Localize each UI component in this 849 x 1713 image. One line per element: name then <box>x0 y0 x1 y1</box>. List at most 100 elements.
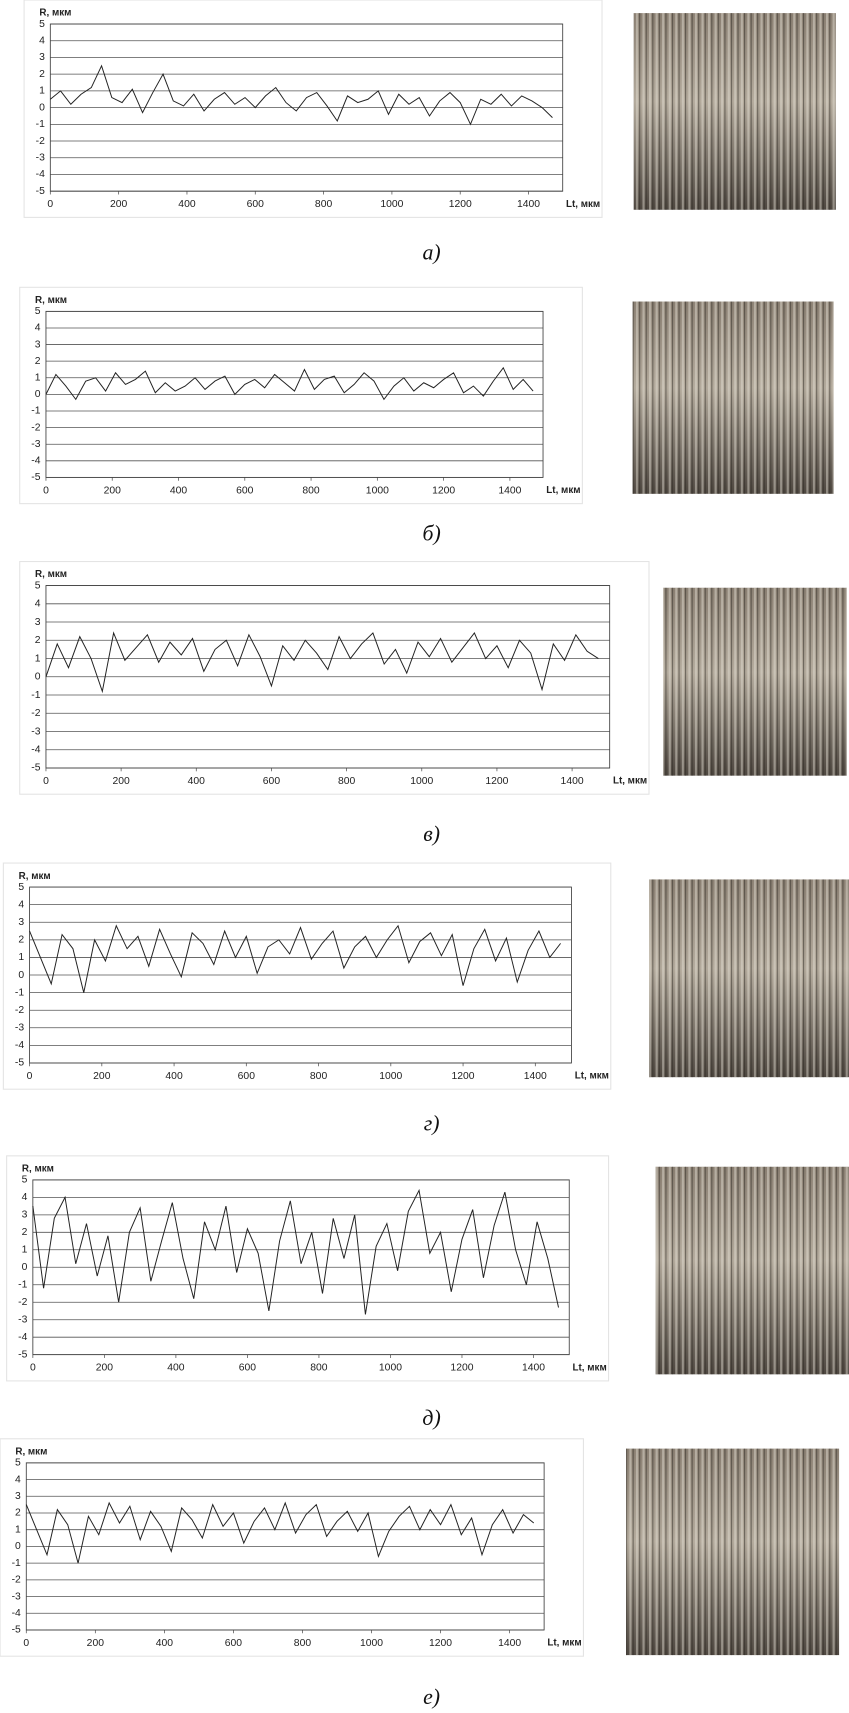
profile-line <box>32 1188 560 1315</box>
y-tick-label: -1 <box>15 987 24 998</box>
x-axis-label: Lt, мкм <box>547 1638 581 1649</box>
y-tick-label: 2 <box>15 1508 21 1519</box>
y-tick-label: -4 <box>12 1608 21 1619</box>
x-tick-label: 600 <box>247 199 265 210</box>
y-tick-label: 4 <box>35 599 41 610</box>
caption: е) <box>423 1685 440 1709</box>
y-tick-label: 2 <box>35 356 41 367</box>
chart-frame <box>0 1438 585 1657</box>
x-tick-label: 200 <box>110 199 128 210</box>
photo-texture <box>632 301 834 494</box>
x-tick-label: 400 <box>178 199 196 210</box>
y-tick-label: 0 <box>18 970 24 981</box>
y-tick-label: 5 <box>18 882 24 893</box>
x-tick-label: 400 <box>188 776 206 787</box>
y-tick-label: 2 <box>22 1227 28 1238</box>
x-tick-label: 200 <box>93 1071 111 1082</box>
x-tick-label: 800 <box>302 485 320 496</box>
y-tick-label: -3 <box>31 726 40 737</box>
y-tick-label: 5 <box>22 1175 28 1186</box>
y-tick-label: -2 <box>12 1575 21 1586</box>
y-tick-label: 2 <box>18 935 24 946</box>
y-tick-label: 5 <box>39 19 45 30</box>
profile-line <box>29 924 561 993</box>
y-tick-label: -5 <box>31 472 40 483</box>
y-axis-label: R, мкм <box>35 295 67 306</box>
x-tick-label: 1000 <box>366 485 389 496</box>
y-tick-label: 3 <box>15 1491 21 1502</box>
y-tick-label: -2 <box>15 1005 24 1016</box>
y-tick-label: 1 <box>35 373 41 384</box>
chart-frame <box>6 1155 610 1382</box>
photo-texture <box>633 13 836 210</box>
y-tick-label: -4 <box>18 1332 27 1343</box>
x-tick-label: 1400 <box>498 1638 521 1649</box>
y-tick-label: -1 <box>12 1558 21 1569</box>
plot-border <box>25 1462 545 1631</box>
x-axis-label: Lt, мкм <box>613 776 647 787</box>
y-tick-label: 3 <box>18 917 24 928</box>
y-tick-label: 0 <box>39 102 45 113</box>
y-tick-label: 4 <box>22 1192 28 1203</box>
x-tick-label: 600 <box>236 485 254 496</box>
x-tick-label: 0 <box>47 199 53 210</box>
x-tick-label: 800 <box>338 776 356 787</box>
x-tick-label: 0 <box>23 1638 29 1649</box>
chart-frame <box>2 862 612 1090</box>
plot-border <box>49 23 564 192</box>
caption: д) <box>422 1406 440 1430</box>
x-tick-label: 0 <box>27 1071 33 1082</box>
profile-line <box>45 366 534 401</box>
plot-border <box>32 1179 570 1356</box>
y-tick-label: -3 <box>15 1023 24 1034</box>
y-tick-label: 4 <box>18 899 24 910</box>
y-tick-label: 3 <box>39 52 45 63</box>
y-axis-label: R, мкм <box>39 8 71 19</box>
profile-line <box>25 1501 535 1564</box>
x-tick-label: 1200 <box>452 1071 475 1082</box>
y-tick-label: -2 <box>36 136 45 147</box>
x-axis-label: Lt, мкм <box>546 485 580 496</box>
x-tick-label: 1000 <box>380 199 403 210</box>
x-tick-label: 1200 <box>432 485 455 496</box>
x-tick-label: 1200 <box>485 776 508 787</box>
chart-frame <box>19 560 650 795</box>
y-tick-label: 5 <box>15 1458 21 1469</box>
x-tick-label: 800 <box>294 1638 312 1649</box>
y-tick-label: 3 <box>35 617 41 628</box>
y-tick-label: -5 <box>18 1349 27 1360</box>
x-axis-label: Lt, мкм <box>566 199 600 210</box>
y-tick-label: 3 <box>22 1210 28 1221</box>
y-tick-label: -4 <box>31 456 40 467</box>
x-tick-label: 1400 <box>498 485 521 496</box>
y-tick-label: 0 <box>22 1262 28 1273</box>
x-tick-label: 1000 <box>379 1363 402 1374</box>
x-tick-label: 600 <box>239 1363 257 1374</box>
y-tick-label: 0 <box>15 1541 21 1552</box>
y-tick-label: -5 <box>36 186 45 197</box>
y-tick-label: 4 <box>35 323 41 334</box>
y-tick-label: -1 <box>18 1279 27 1290</box>
y-tick-label: -2 <box>31 708 40 719</box>
y-tick-label: 5 <box>35 580 41 591</box>
plot-border <box>29 886 572 1064</box>
y-axis-label: R, мкм <box>35 569 67 580</box>
y-tick-label: -1 <box>31 406 40 417</box>
x-tick-label: 400 <box>170 485 188 496</box>
y-tick-label: 0 <box>35 389 41 400</box>
x-tick-label: 200 <box>104 485 122 496</box>
y-axis-label: R, мкм <box>19 871 51 882</box>
y-tick-label: -5 <box>12 1625 21 1636</box>
x-tick-label: 1200 <box>450 1363 473 1374</box>
y-tick-label: -5 <box>31 763 40 774</box>
x-tick-label: 0 <box>43 485 49 496</box>
x-tick-label: 600 <box>263 776 281 787</box>
x-tick-label: 800 <box>310 1363 328 1374</box>
caption: в) <box>423 822 440 846</box>
y-axis-label: R, мкм <box>15 1446 47 1457</box>
x-tick-label: 1400 <box>522 1363 545 1374</box>
photo-texture <box>626 1448 840 1656</box>
y-tick-label: 1 <box>15 1524 21 1535</box>
caption: г) <box>424 1111 440 1135</box>
